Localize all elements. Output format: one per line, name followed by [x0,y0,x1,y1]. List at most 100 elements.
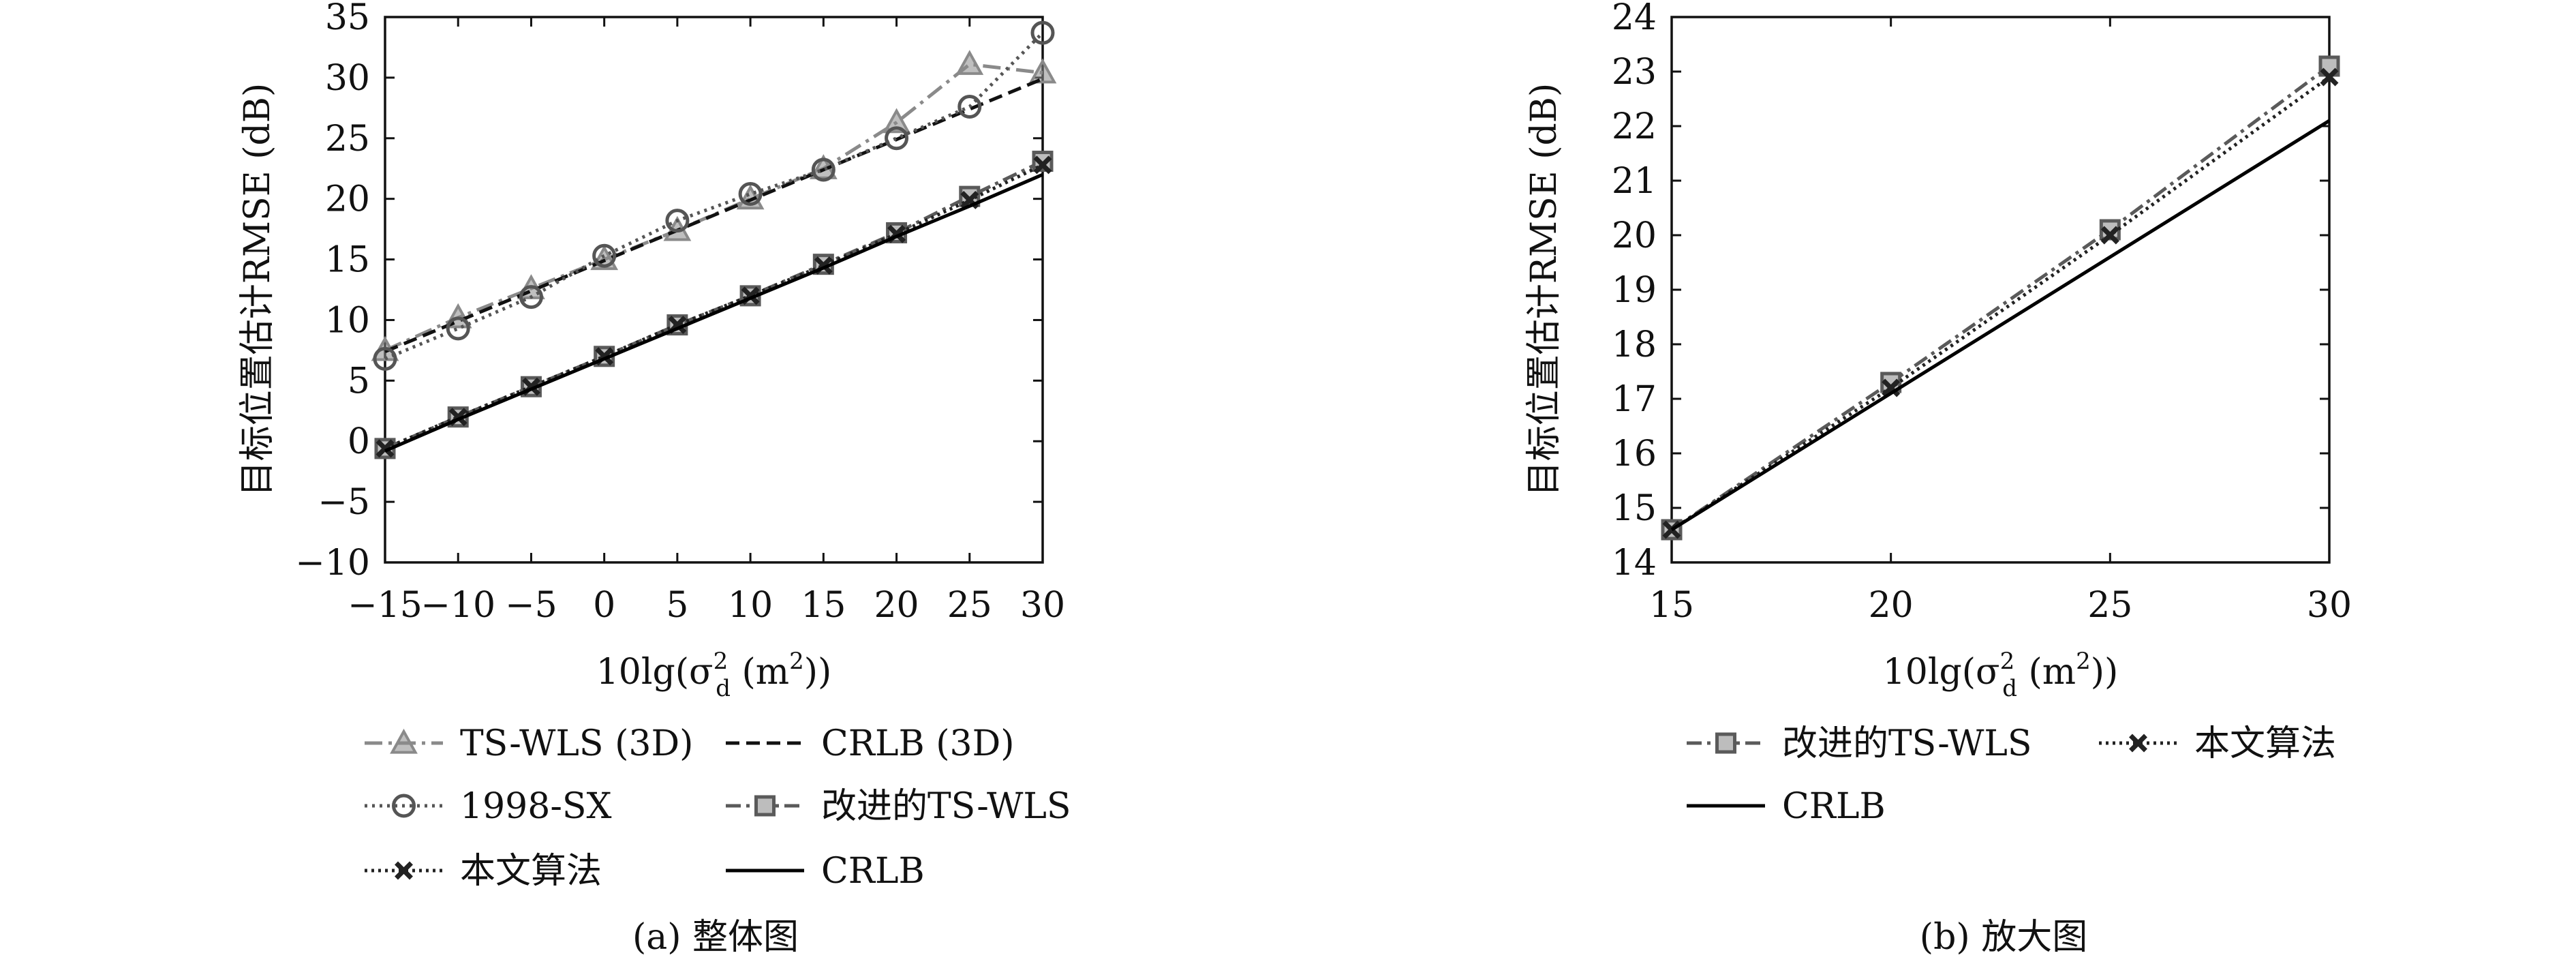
data-point-sx1998 [592,243,617,268]
x-axis-label-part: 2 [2000,648,2015,675]
data-point-proposed [375,439,395,458]
legend-entry-crlb3d: CRLB (3D) [726,723,1015,764]
data-point-tswls3d [955,50,984,75]
data-point-sx1998 [665,209,690,233]
legend-label: 改进的TS-WLS [821,786,1071,827]
legend-entry-proposed: 本文算法 [2099,723,2336,764]
y-axis-label: 目标位置估计RMSE (dB) [237,83,278,497]
panel-caption: (b) 放大图 [1920,917,2087,958]
series-line-improved [1670,64,2331,532]
legend-marker [1715,732,1736,754]
series-line-tswls3d [384,62,1043,352]
x-axis-label-part: )) [804,652,832,693]
legend-entry-improved: 改进的TS-WLS [1687,723,2032,764]
x-tick-label: 10 [728,585,773,626]
y-tick-label: −5 [318,482,370,523]
y-tick-label: −10 [295,543,370,584]
series-proposed [375,155,1052,458]
legend-marker [2129,734,2147,753]
x-tick-label: 25 [947,585,992,626]
x-axis-label-part: 10lg(σ [1883,652,2000,693]
data-point-proposed [2100,226,2119,245]
y-tick-label: 15 [325,240,370,281]
legend-marker [392,794,416,818]
y-tick-label: 21 [1612,161,1657,202]
x-tick-label: −10 [420,585,495,626]
legend-entry-crlb: CRLB [1687,786,1886,827]
x-axis-label-part: 2 [2076,648,2091,675]
y-tick-label: 5 [348,361,370,402]
plot-frame [384,16,1044,564]
legend-label: 本文算法 [2194,723,2336,764]
chart-panel-0: −15−10 −5 0 5 10 15 20 25 30−10−5051015202530351… [237,0,1071,958]
legend-label: 改进的TS-WLS [1782,723,2032,764]
data-point-proposed [2320,67,2339,87]
data-point-sx1998 [519,285,543,310]
y-axis-label: 目标位置估计RMSE (dB) [1524,83,1565,497]
x-tick-label: −5 [505,585,557,626]
data-point-sx1998 [811,157,835,182]
legend-label: 本文算法 [460,851,602,892]
x-axis-label-part: 10lg(σ [596,652,714,693]
legend-entry-proposed: 本文算法 [365,851,602,892]
series-crlb [384,172,1043,453]
series-line-proposed [384,163,1044,451]
y-tick-label: 14 [1612,543,1657,584]
y-tick-label: 19 [1612,270,1657,311]
series-sx1998 [373,20,1055,371]
series-proposed [1662,67,2339,539]
legend-label: CRLB (3D) [821,723,1015,764]
x-tick-label: 15 [1649,585,1694,626]
x-tick-label: −15 [348,585,423,626]
legend-label: CRLB [821,851,925,892]
x-tick-label: 20 [1869,585,1914,626]
x-axis-label-part: )) [2091,652,2119,693]
data-point-proposed [1882,378,1901,397]
x-tick-label: 15 [801,585,846,626]
y-tick-label: 35 [325,0,370,38]
data-point-sx1998 [446,316,470,341]
y-tick-label: 10 [325,300,370,341]
y-tick-label: 18 [1612,324,1657,365]
legend-entry-crlb: CRLB [726,851,925,892]
x-axis-label-part: d [2002,675,2017,702]
y-tick-label: 20 [1612,215,1657,256]
y-tick-label: 25 [325,119,370,160]
panel-caption: (a) 整体图 [632,917,799,958]
legend-entry-tswls3d: TS-WLS (3D) [365,723,693,764]
legend-marker [395,861,413,880]
x-axis-label-part: d [716,675,731,702]
x-tick-label: 25 [2087,585,2132,626]
series-improved [1661,55,2340,541]
series-line-sx1998 [384,31,1044,361]
y-tick-label: 20 [325,179,370,220]
series-crlb [1670,119,2331,532]
data-point-tswls3d [1028,58,1057,84]
x-axis-label-part: 2 [714,648,729,675]
plot-frame [1670,16,2331,564]
x-tick-label: 5 [666,585,688,626]
legend-marker [754,795,776,817]
series-line-proposed [1670,75,2331,532]
y-tick-label: 30 [325,58,370,99]
legend-marker [390,728,418,754]
x-tick-label: 20 [874,585,919,626]
x-axis-label-part: 2 [789,648,804,675]
data-point-tswls3d [883,108,910,134]
y-tick-label: 24 [1612,0,1657,38]
legend-entry-improved: 改进的TS-WLS [726,786,1071,827]
legend-label: 1998-SX [460,786,612,827]
x-axis-label-part: (m [731,652,789,693]
y-tick-label: 0 [348,421,370,462]
data-point-sx1998 [957,95,982,119]
data-point-sx1998 [1030,20,1055,45]
series-line-crlb [384,172,1043,453]
series-line-improved [384,160,1044,451]
x-axis-label: 10lg(σ2 d (m2)) [596,648,832,702]
series-line-crlb3d [384,77,1043,353]
series-line-crlb [1670,119,2331,532]
x-tick-label: 30 [1020,585,1065,626]
legend-label: CRLB [1782,786,1886,827]
